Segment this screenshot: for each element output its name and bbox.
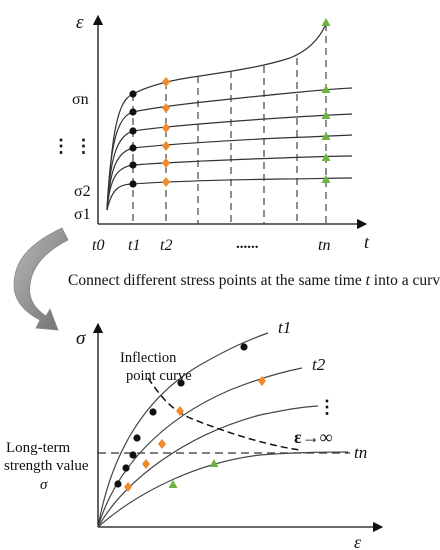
isochronous-curves <box>97 332 349 528</box>
time-label-t1: t1 <box>128 237 140 254</box>
inflection-label-line1: Inflection <box>120 350 177 366</box>
top-x-axis-label: t <box>364 232 370 252</box>
time-label-t0: t0 <box>92 237 104 254</box>
t2-points <box>162 77 170 187</box>
inflection-label-line2: point curve <box>126 368 192 384</box>
curve-t3 <box>97 405 319 528</box>
creep-curve-3 <box>106 134 353 211</box>
stress-label-sigma-2: σ2 <box>74 183 91 200</box>
time-gridlines <box>132 24 327 224</box>
long-term-label-line1: Long-term <box>6 440 70 456</box>
stress-label-sigma-1: σ1 <box>74 206 91 223</box>
t1-points <box>129 90 137 188</box>
stress-label-sigma-n: σn <box>72 91 89 108</box>
top-y-axis-label: ε <box>76 12 84 33</box>
creep-curve-failure <box>106 23 327 211</box>
long-term-label-line2: strength value <box>4 458 89 474</box>
curve-label-tn: tn <box>354 443 367 462</box>
long-term-label-sigma: σ <box>40 477 48 493</box>
bottom-dots: ⋮ <box>318 397 336 417</box>
curve-label-t2: t2 <box>312 355 326 374</box>
t2-isochronous-points <box>124 376 266 492</box>
vertical-ellipsis: ⋮ ⋮ <box>52 136 93 156</box>
t1-isochronous-points <box>114 343 248 488</box>
bottom-y-axis-label: σ <box>76 328 86 349</box>
creep-curve-sigma-n <box>106 87 353 211</box>
creep-curve-sigma-2 <box>106 177 353 211</box>
creep-plot: ε t σn ⋮ ⋮ σ2 σ1 t0 t1 t2 ...... tn <box>52 12 370 254</box>
caption: Connect different stress points at the s… <box>68 272 440 289</box>
transition-arrow <box>13 227 69 331</box>
curve-tn <box>97 451 349 528</box>
inflection-point-curve <box>147 377 301 451</box>
tn-isochronous-points <box>168 459 219 488</box>
limit-label: ε→∞ <box>294 427 333 447</box>
creep-curves <box>106 23 353 211</box>
time-label-tn: tn <box>318 237 330 254</box>
curve-t1 <box>97 332 269 528</box>
time-label-ellipsis: ...... <box>236 236 259 252</box>
bottom-x-axis-label: ε <box>354 532 362 550</box>
time-label-t2: t2 <box>160 237 172 254</box>
curve-t2 <box>97 367 303 528</box>
tn-points <box>321 18 331 183</box>
creep-curve-4 <box>106 113 353 211</box>
creep-curve-2 <box>106 155 353 211</box>
isochronous-plot: σ ε t1 t2 tn Inflection point curve ε→∞ … <box>4 318 384 550</box>
curve-label-t1: t1 <box>278 318 291 337</box>
